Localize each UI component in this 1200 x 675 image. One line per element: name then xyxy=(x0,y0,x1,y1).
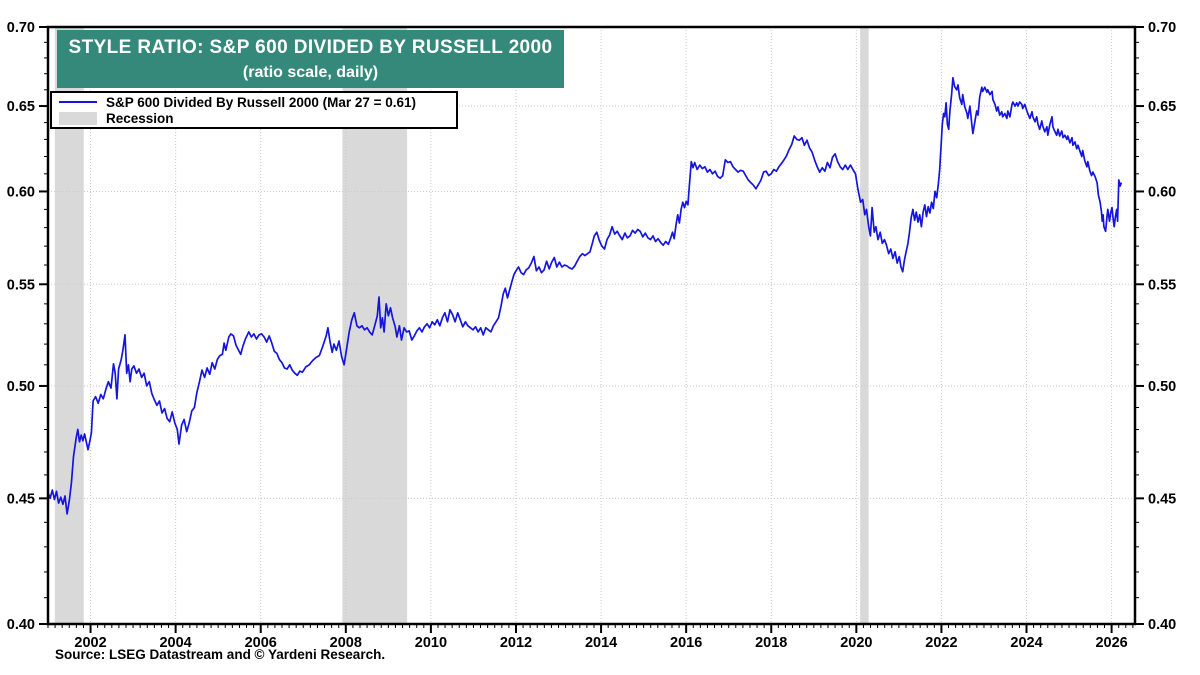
x-axis-label: 2018 xyxy=(755,635,787,651)
x-axis-label: 2010 xyxy=(415,635,447,651)
series-legend-label: S&P 600 Divided By Russell 2000 (Mar 27 … xyxy=(106,94,417,110)
legend-row-recession: Recession xyxy=(56,110,452,126)
y-axis-label-right: 0.45 xyxy=(1148,491,1176,507)
x-axis-label: 2004 xyxy=(159,635,191,651)
y-axis-label-left: 0.50 xyxy=(7,379,35,395)
recession-legend-label: Recession xyxy=(106,110,174,126)
y-axis-label-right: 0.60 xyxy=(1148,184,1176,200)
ratio-line xyxy=(47,76,1123,515)
y-axis-label-left: 0.40 xyxy=(7,617,35,633)
y-axis-label-left: 0.60 xyxy=(7,184,35,200)
recession-band xyxy=(860,27,869,624)
x-axis-label: 2026 xyxy=(1095,635,1127,651)
x-axis-label: 2024 xyxy=(1010,635,1042,651)
x-axis-label: 2022 xyxy=(925,635,957,651)
y-axis-label-right: 0.55 xyxy=(1148,277,1176,293)
x-axis-label: 2008 xyxy=(330,635,362,651)
recession-swatch xyxy=(59,111,97,125)
y-axis-label-right: 0.65 xyxy=(1148,99,1176,115)
chart-title-box: STYLE RATIO: S&P 600 DIVIDED BY RUSSELL … xyxy=(57,30,564,88)
x-axis-label: 2012 xyxy=(500,635,532,651)
x-axis-label: 2006 xyxy=(245,635,277,651)
chart-title: STYLE RATIO: S&P 600 DIVIDED BY RUSSELL … xyxy=(68,36,553,58)
y-axis-label-left: 0.70 xyxy=(7,20,35,36)
source-note: Source: LSEG Datastream and © Yardeni Re… xyxy=(55,647,386,662)
x-axis-label: 2002 xyxy=(74,635,106,651)
plot-border xyxy=(46,25,1137,626)
x-axis-label: 2016 xyxy=(670,635,702,651)
legend-row-series: S&P 600 Divided By Russell 2000 (Mar 27 … xyxy=(56,94,452,110)
x-axis-label: 2014 xyxy=(585,635,617,651)
legend: S&P 600 Divided By Russell 2000 (Mar 27 … xyxy=(50,91,458,129)
series-line-swatch xyxy=(59,101,97,103)
y-axis-label-right: 0.40 xyxy=(1148,617,1176,633)
y-axis-label-left: 0.55 xyxy=(7,277,35,293)
chart-subtitle: (ratio scale, daily) xyxy=(242,63,379,81)
y-axis-label-right: 0.50 xyxy=(1148,379,1176,395)
y-axis-label-left: 0.65 xyxy=(7,99,35,115)
y-axis-label-right: 0.70 xyxy=(1148,20,1176,36)
x-axis-label: 2020 xyxy=(840,635,872,651)
y-axis-label-left: 0.45 xyxy=(7,491,35,507)
